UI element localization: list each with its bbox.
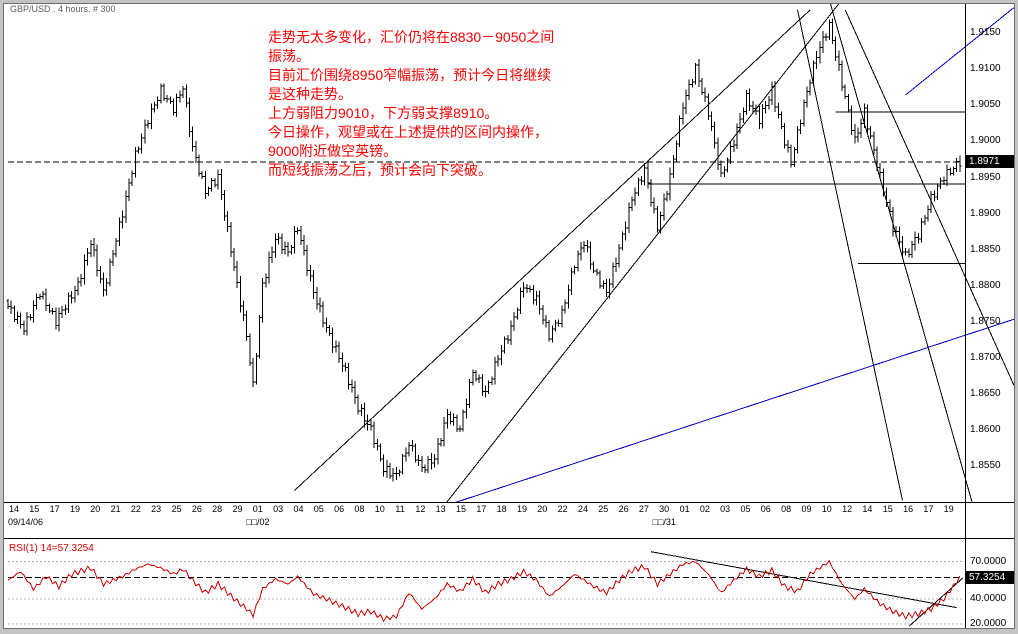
time-axis-label: 23 — [151, 504, 162, 514]
time-axis-label: 13 — [435, 504, 446, 514]
time-axis-label: 21 — [110, 504, 121, 514]
time-axis-label: 08 — [354, 504, 365, 514]
time-axis-label: 15 — [455, 504, 466, 514]
time-axis-label: 18 — [496, 504, 507, 514]
time-axis-label: 22 — [130, 504, 141, 514]
time-axis-label: 19 — [943, 504, 954, 514]
current-price-tag: 1.8971 — [966, 155, 1014, 169]
rsi-axis-label: 20.0000 — [970, 618, 1007, 628]
price-axis-label: 1.8900 — [970, 207, 1001, 219]
analysis-note-line: 而短线振荡之后，预计会向下突破。 — [268, 162, 492, 178]
time-axis-label: 29 — [232, 504, 243, 514]
chart-surface[interactable]: GBP/USD . 4 hours. # 300 走势无太多变化，汇价仍将在88… — [4, 4, 1014, 628]
price-axis-label: 1.9000 — [970, 135, 1001, 147]
trendline[interactable] — [905, 7, 1014, 96]
time-axis-label: 28 — [212, 504, 223, 514]
trendline[interactable] — [422, 318, 1014, 502]
rsi-current-tag: 57.3254 — [966, 570, 1014, 584]
time-axis-label: 12 — [842, 504, 853, 514]
time-axis-label: 26 — [618, 504, 629, 514]
time-axis-label: 04 — [293, 504, 304, 514]
price-axis-label: 1.8800 — [970, 279, 1001, 291]
time-axis-separator — [4, 502, 1014, 503]
time-axis-label: 15 — [29, 504, 40, 514]
price-axis-label: 1.8700 — [970, 351, 1001, 363]
time-axis-label: 14 — [8, 504, 19, 514]
time-axis-label: 15 — [882, 504, 893, 514]
time-axis-label: 05 — [313, 504, 324, 514]
time-axis-label: 10 — [374, 504, 385, 514]
time-axis-label: 17 — [49, 504, 60, 514]
analysis-note-line: 9000附近做空英镑。 — [268, 143, 398, 159]
time-axis-label: 02 — [699, 504, 710, 514]
trendline[interactable] — [844, 9, 1014, 386]
time-axis-label: 14 — [862, 504, 873, 514]
time-axis-label: 11 — [395, 504, 405, 514]
price-axis-line — [965, 4, 966, 628]
rsi-line — [7, 559, 961, 623]
time-axis-label: 06 — [334, 504, 345, 514]
rsi-axis-label: 40.0000 — [970, 593, 1007, 605]
analysis-note-line: 上方弱阻力9010，下方弱支撑8910。 — [268, 105, 499, 121]
ohlc-bars — [6, 18, 962, 482]
time-axis-label: 17 — [476, 504, 487, 514]
rsi-chart[interactable] — [4, 540, 1014, 628]
time-axis-label: 01 — [252, 504, 263, 514]
time-axis-label: 20 — [90, 504, 101, 514]
time-axis-marker: □□/31 — [652, 517, 676, 527]
time-axis-label: 03 — [720, 504, 731, 514]
time-axis-marker: □□/02 — [246, 517, 270, 527]
price-chart[interactable] — [4, 4, 1014, 502]
trendline[interactable] — [829, 4, 1014, 502]
price-axis-label: 1.8750 — [970, 315, 1001, 327]
time-axis-label: 12 — [415, 504, 426, 514]
rsi-indicator-label: RSI(1) 14=57.3254 — [9, 543, 94, 554]
time-axis-label: 09 — [801, 504, 812, 514]
analysis-note: 走势无太多变化，汇价仍将在8830－9050之间 振荡。目前汇价围绕8950窄幅振… — [268, 28, 554, 180]
time-axis-label: 08 — [781, 504, 792, 514]
rsi-panel-separator — [4, 538, 1014, 539]
time-axis-label: 27 — [638, 504, 649, 514]
rsi-trendline[interactable] — [908, 577, 964, 627]
price-axis-label: 1.9050 — [970, 99, 1001, 111]
time-axis-label: 30 — [659, 504, 670, 514]
price-axis-label: 1.8850 — [970, 243, 1001, 255]
price-axis-label: 1.9100 — [970, 63, 1001, 75]
price-axis-label: 1.8600 — [970, 423, 1001, 435]
price-axis-label: 1.9150 — [970, 27, 1001, 39]
time-axis-label: 01 — [679, 504, 690, 514]
time-axis-label: 19 — [69, 504, 80, 514]
time-axis-label: 19 — [516, 504, 527, 514]
time-axis-label: 20 — [537, 504, 548, 514]
trendline[interactable] — [294, 9, 811, 491]
time-axis-label: 16 — [903, 504, 914, 514]
time-axis-label: 10 — [821, 504, 832, 514]
price-axis-label: 1.8950 — [970, 171, 1001, 183]
time-axis-label: 03 — [273, 504, 284, 514]
analysis-note-line: 今日操作，观望或在上述提供的区间内操作， — [268, 124, 548, 140]
price-axis-label: 1.8650 — [970, 387, 1001, 399]
analysis-note-line: 是这种走势。 — [268, 86, 352, 102]
time-axis-label: 24 — [577, 504, 588, 514]
trendline[interactable] — [797, 9, 903, 501]
time-axis-marker: 09/14/06 — [8, 517, 44, 527]
price-axis-label: 1.8550 — [970, 459, 1001, 471]
time-axis-label: 05 — [740, 504, 751, 514]
time-axis-label: 06 — [760, 504, 771, 514]
analysis-note-line: 目前汇价围绕8950窄幅振荡，预计今日将继续 — [268, 67, 552, 83]
time-axis-label: 25 — [171, 504, 182, 514]
rsi-axis-label: 70.0000 — [970, 556, 1007, 568]
time-axis-label: 17 — [923, 504, 934, 514]
time-axis-label: 25 — [598, 504, 609, 514]
analysis-note-line: 走势无太多变化，汇价仍将在8830－9050之间 — [268, 29, 555, 45]
rsi-trendline[interactable] — [650, 551, 957, 609]
chart-title: GBP/USD . 4 hours. # 300 — [10, 4, 116, 14]
time-axis-label: 26 — [191, 504, 202, 514]
analysis-note-line: 振荡。 — [268, 48, 310, 64]
time-axis-label: 22 — [557, 504, 568, 514]
